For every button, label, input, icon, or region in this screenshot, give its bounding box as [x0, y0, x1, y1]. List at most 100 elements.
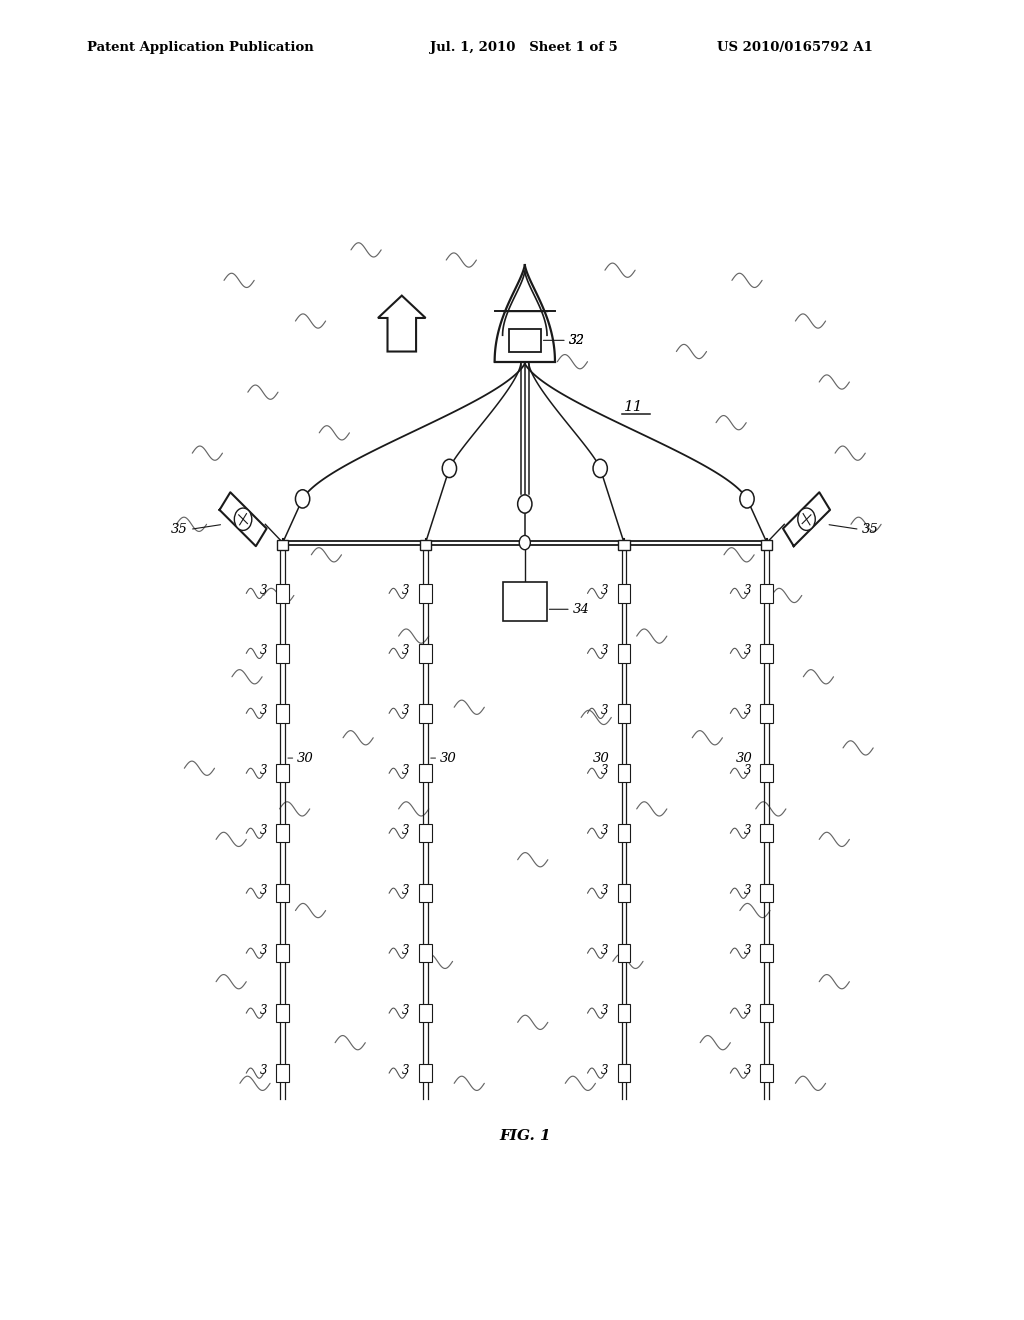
FancyBboxPatch shape — [509, 329, 541, 351]
Text: 35: 35 — [171, 523, 187, 536]
Text: 3: 3 — [601, 824, 608, 837]
Text: 3: 3 — [259, 704, 267, 717]
Text: 3: 3 — [743, 944, 751, 957]
Text: 3: 3 — [402, 644, 410, 657]
Text: 3: 3 — [402, 824, 410, 837]
FancyBboxPatch shape — [419, 644, 432, 663]
FancyBboxPatch shape — [761, 540, 772, 549]
Text: FIG. 1: FIG. 1 — [499, 1129, 551, 1143]
FancyBboxPatch shape — [276, 884, 289, 903]
Text: 11: 11 — [624, 400, 643, 414]
Circle shape — [798, 508, 815, 531]
FancyBboxPatch shape — [761, 1064, 773, 1082]
FancyBboxPatch shape — [761, 1005, 773, 1022]
Text: 3: 3 — [259, 583, 267, 597]
Text: 3: 3 — [402, 1003, 410, 1016]
FancyBboxPatch shape — [276, 764, 289, 783]
FancyBboxPatch shape — [617, 884, 631, 903]
Text: 3: 3 — [402, 583, 410, 597]
Text: 3: 3 — [601, 1003, 608, 1016]
Text: 3: 3 — [402, 764, 410, 776]
Text: 3: 3 — [601, 644, 608, 657]
FancyBboxPatch shape — [276, 704, 289, 722]
Text: 32: 32 — [568, 334, 585, 347]
Circle shape — [519, 536, 530, 549]
Circle shape — [442, 459, 457, 478]
Text: 34: 34 — [572, 603, 589, 615]
FancyBboxPatch shape — [419, 824, 432, 842]
FancyBboxPatch shape — [761, 585, 773, 602]
Text: 30: 30 — [297, 751, 313, 764]
FancyBboxPatch shape — [761, 764, 773, 783]
FancyBboxPatch shape — [761, 824, 773, 842]
Text: 3: 3 — [402, 944, 410, 957]
Text: 30: 30 — [736, 751, 753, 764]
Text: 3: 3 — [743, 824, 751, 837]
Text: 3: 3 — [743, 764, 751, 776]
FancyBboxPatch shape — [419, 944, 432, 962]
FancyBboxPatch shape — [419, 1064, 432, 1082]
Text: 30: 30 — [440, 751, 457, 764]
Text: 3: 3 — [601, 883, 608, 896]
Text: 3: 3 — [259, 883, 267, 896]
Circle shape — [740, 490, 754, 508]
Text: 3: 3 — [402, 883, 410, 896]
FancyBboxPatch shape — [617, 824, 631, 842]
Text: 35: 35 — [862, 523, 879, 536]
FancyBboxPatch shape — [276, 585, 289, 602]
Text: 3: 3 — [743, 883, 751, 896]
FancyBboxPatch shape — [617, 704, 631, 722]
Text: US 2010/0165792 A1: US 2010/0165792 A1 — [717, 41, 872, 54]
FancyBboxPatch shape — [617, 585, 631, 602]
FancyBboxPatch shape — [761, 884, 773, 903]
Circle shape — [234, 508, 252, 531]
FancyBboxPatch shape — [278, 540, 289, 549]
FancyBboxPatch shape — [617, 1064, 631, 1082]
Text: 3: 3 — [743, 1003, 751, 1016]
Polygon shape — [378, 296, 426, 351]
Text: 3: 3 — [259, 1003, 267, 1016]
FancyBboxPatch shape — [420, 540, 431, 549]
Text: 3: 3 — [743, 704, 751, 717]
Text: 3: 3 — [259, 944, 267, 957]
FancyBboxPatch shape — [761, 944, 773, 962]
Text: 3: 3 — [259, 764, 267, 776]
Text: 3: 3 — [601, 704, 608, 717]
FancyBboxPatch shape — [276, 944, 289, 962]
Text: 3: 3 — [601, 1064, 608, 1077]
FancyBboxPatch shape — [276, 824, 289, 842]
Text: 3: 3 — [601, 944, 608, 957]
Text: 30: 30 — [593, 751, 609, 764]
Text: 3: 3 — [743, 583, 751, 597]
Text: 3: 3 — [743, 644, 751, 657]
FancyBboxPatch shape — [617, 944, 631, 962]
Text: Patent Application Publication: Patent Application Publication — [87, 41, 313, 54]
Text: 3: 3 — [259, 824, 267, 837]
FancyBboxPatch shape — [276, 1064, 289, 1082]
FancyBboxPatch shape — [617, 764, 631, 783]
Text: 3: 3 — [601, 764, 608, 776]
Text: 3: 3 — [259, 1064, 267, 1077]
Text: 3: 3 — [259, 644, 267, 657]
FancyBboxPatch shape — [503, 582, 547, 620]
FancyBboxPatch shape — [617, 1005, 631, 1022]
FancyBboxPatch shape — [419, 1005, 432, 1022]
FancyBboxPatch shape — [419, 764, 432, 783]
FancyBboxPatch shape — [419, 884, 432, 903]
FancyBboxPatch shape — [419, 704, 432, 722]
Text: 3: 3 — [402, 704, 410, 717]
Text: 3: 3 — [601, 583, 608, 597]
FancyBboxPatch shape — [617, 644, 631, 663]
Text: 3: 3 — [402, 1064, 410, 1077]
FancyBboxPatch shape — [276, 1005, 289, 1022]
Circle shape — [593, 459, 607, 478]
Circle shape — [518, 495, 531, 513]
Text: Jul. 1, 2010   Sheet 1 of 5: Jul. 1, 2010 Sheet 1 of 5 — [430, 41, 617, 54]
FancyBboxPatch shape — [276, 644, 289, 663]
FancyBboxPatch shape — [419, 585, 432, 602]
FancyBboxPatch shape — [761, 644, 773, 663]
FancyBboxPatch shape — [618, 540, 630, 549]
Circle shape — [296, 490, 309, 508]
Text: 32: 32 — [568, 334, 585, 347]
Text: 3: 3 — [743, 1064, 751, 1077]
